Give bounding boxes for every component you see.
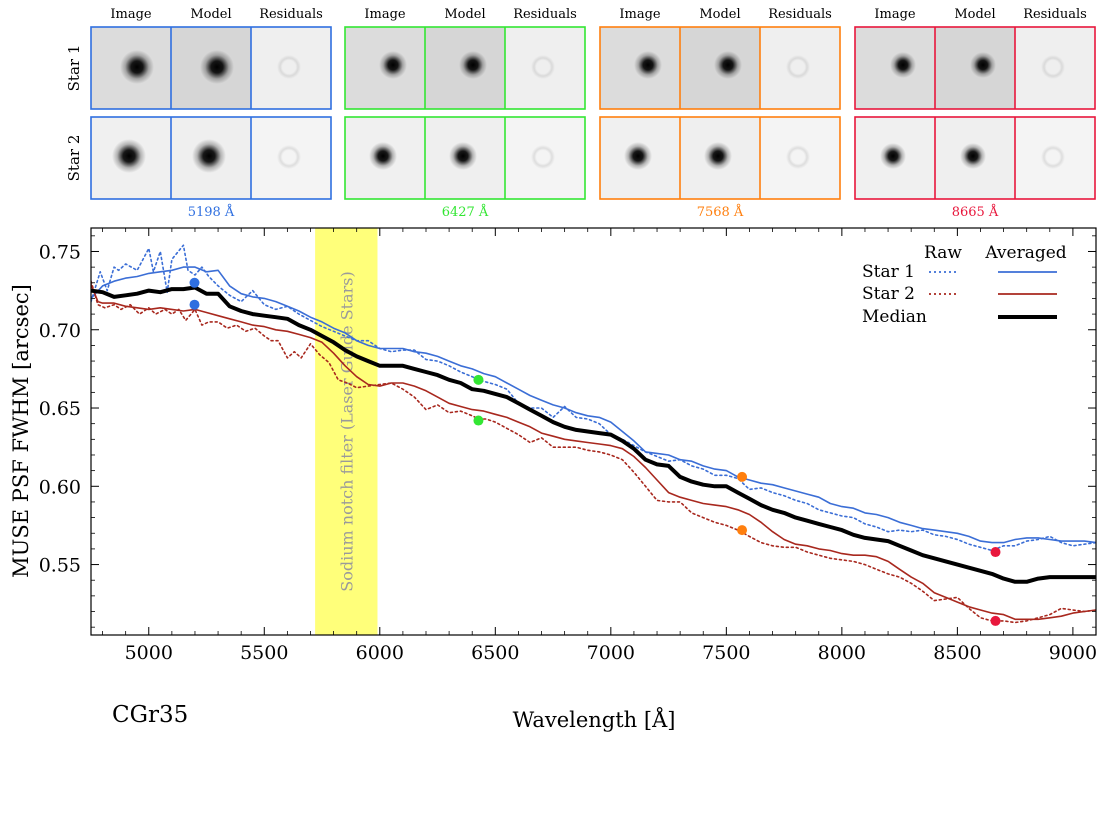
legend-header-averaged: Averaged (984, 243, 1066, 263)
psf-star-blob (634, 51, 662, 79)
residual-ring (1041, 145, 1065, 169)
wavelength-marker-point (473, 415, 484, 426)
psf-star-blob (890, 52, 916, 78)
legend-label-star2: Star 2 (862, 284, 915, 304)
legend-header-raw: Raw (924, 243, 962, 263)
panel-row-frame (599, 26, 841, 110)
panel-column-title: Image (619, 7, 661, 22)
panel-row-frame (344, 116, 586, 200)
x-tick-label: 8000 (818, 642, 866, 664)
residual-ring (531, 145, 555, 169)
psf-star-blob (970, 52, 996, 78)
psf-star-blob (459, 51, 487, 79)
psf-star-blob (379, 51, 407, 79)
y-tick-label: 0.55 (39, 555, 81, 577)
residual-ring (786, 145, 810, 169)
y-tick-label: 0.70 (39, 320, 81, 342)
panel-row-label: Star 1 (65, 45, 83, 92)
wavelength-marker-point (473, 374, 484, 385)
marker-layer (189, 277, 1001, 626)
panel-column-title: Residuals (513, 7, 577, 22)
psf-star-blob (704, 142, 732, 170)
wavelength-marker-point (990, 615, 1001, 626)
panel-row-frame (344, 26, 586, 110)
plot-frame (90, 227, 1097, 636)
x-tick-label: 7000 (587, 642, 635, 664)
x-tick-label: 9000 (1049, 642, 1097, 664)
panel-column-title: Model (699, 7, 740, 22)
y-axis-label: MUSE PSF FWHM [arcsec] (9, 284, 33, 578)
x-tick-label: 8500 (933, 642, 981, 664)
psf-star-blob (200, 50, 234, 84)
psf-star-blob (624, 142, 652, 170)
legend-label-star1: Star 1 (862, 262, 915, 282)
y-tick-label: 0.60 (39, 476, 81, 498)
panel-row-frame (854, 116, 1096, 200)
x-tick-label: 5500 (240, 642, 288, 664)
wavelength-marker-point (990, 547, 1001, 558)
panel-wavelength-label: 6427 Å (442, 204, 489, 220)
y-tick-label: 0.65 (39, 398, 81, 420)
object-annotation: CGr35 (112, 702, 188, 728)
panel-column-title: Model (444, 7, 485, 22)
panel-wavelength-label: 7568 Å (697, 204, 744, 220)
sodium-notch-label: Sodium notch filter (Laser Guide Stars) (337, 271, 356, 592)
panel-column-title: Image (874, 7, 916, 22)
psf-star-blob (120, 50, 154, 84)
residual-ring (277, 145, 301, 169)
wavelength-marker-point (189, 299, 200, 310)
psf-star-blob (192, 139, 226, 173)
psf-star-blob (369, 142, 397, 170)
panel-wavelength-label: 8665 Å (952, 204, 999, 220)
series-layer (91, 244, 1096, 624)
sodium-notch-band (315, 228, 378, 635)
psf-star-blob (960, 143, 986, 169)
series-line-median-averaged (91, 285, 1096, 584)
y-tick-label: 0.75 (39, 241, 81, 263)
panel-column-title: Model (954, 7, 995, 22)
x-tick-label: 6500 (471, 642, 519, 664)
panel-column-title: Model (190, 7, 231, 22)
panel-column-title: Residuals (1023, 7, 1087, 22)
series-line-star-1-averaged (91, 266, 1096, 544)
series-line-star-1-raw (91, 244, 1096, 552)
psf-thumbnail-panels: Image Model Residuals 5198 Å Image Model Resid… (65, 7, 1096, 220)
legend: Raw Averaged Star 1 Star 2 Median (862, 243, 1067, 327)
series-line-star-2-raw (91, 280, 1096, 624)
x-tick-label: 6000 (356, 642, 404, 664)
panel-row-frame (854, 26, 1096, 110)
wavelength-marker-point (737, 525, 748, 536)
panel-column-title: Image (364, 7, 406, 22)
psf-star-blob (714, 51, 742, 79)
wavelength-marker-point (737, 471, 748, 482)
panel-wavelength-label: 5198 Å (188, 204, 235, 220)
x-axis-label: Wavelength [Å] (513, 707, 676, 732)
residual-ring (531, 55, 555, 79)
residual-ring (1041, 55, 1065, 79)
panel-column-title: Image (110, 7, 152, 22)
axis-ticks: 5000 5500 6000 6500 7000 7500 8000 8500 9000 0.55… (39, 228, 1097, 664)
residual-ring (786, 55, 810, 79)
panel-column-title: Residuals (259, 7, 323, 22)
legend-label-median: Median (862, 307, 927, 327)
panel-row-frame (599, 116, 841, 200)
panel-row-frame (90, 26, 332, 110)
panel-row-frame (90, 116, 332, 200)
panel-row-label: Star 2 (65, 135, 83, 182)
wavelength-marker-point (189, 277, 200, 288)
x-tick-label: 5000 (125, 642, 173, 664)
series-line-star-2-averaged (91, 283, 1096, 621)
x-tick-label: 7500 (702, 642, 750, 664)
fwhm-plot: Sodium notch filter (Laser Guide Stars) … (9, 227, 1097, 732)
psf-star-blob (449, 142, 477, 170)
panel-column-title: Residuals (768, 7, 832, 22)
psf-star-blob (880, 143, 906, 169)
psf-star-blob (112, 139, 146, 173)
residual-ring (277, 55, 301, 79)
